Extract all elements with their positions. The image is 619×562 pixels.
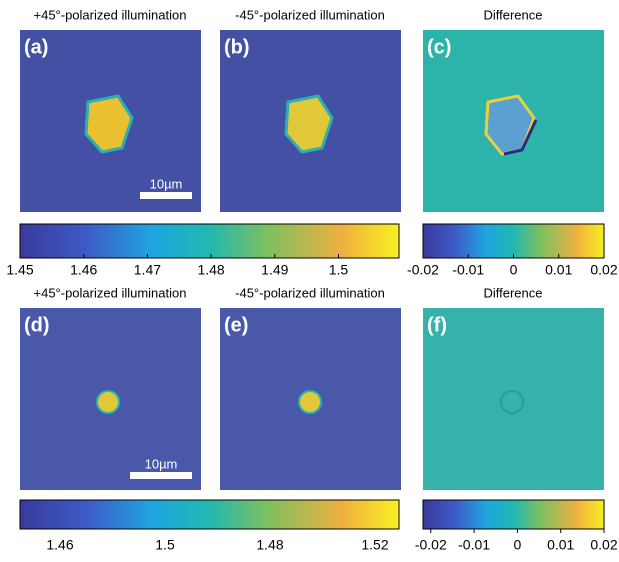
tick-label: 1.46 — [70, 262, 97, 278]
tick-label: 0 — [510, 262, 518, 278]
panel-label: (a) — [24, 36, 48, 58]
tick-label: 0.02 — [590, 537, 617, 553]
tick-label: 0.02 — [590, 262, 617, 278]
panel-title: +45°-polarized illumination — [34, 7, 187, 22]
tick-label: -0.01 — [458, 537, 490, 553]
tick-label: 0.01 — [547, 537, 574, 553]
scale-bar-label: 10µm — [145, 456, 178, 471]
tick-label: 1.47 — [134, 262, 161, 278]
tick-label: 1.5 — [155, 537, 175, 553]
panel-label: (d) — [24, 314, 50, 336]
panel-title: Difference — [483, 285, 542, 300]
tick-label: 0 — [513, 537, 521, 553]
panel-label: (c) — [427, 36, 451, 58]
tick-label: -0.02 — [415, 537, 447, 553]
tick-label: 1.48 — [197, 262, 224, 278]
tick-label: 1.5 — [329, 262, 349, 278]
tick-label: 1.48 — [256, 537, 283, 553]
tick-label: 1.45 — [6, 262, 33, 278]
panel-label: (b) — [224, 36, 250, 58]
panel-title: +45°-polarized illumination — [34, 285, 187, 300]
panel-title: -45°-polarized illumination — [235, 7, 385, 22]
panel-label: (f) — [427, 314, 447, 336]
tick-label: -0.02 — [407, 262, 439, 278]
tick-label: 1.52 — [361, 537, 388, 553]
images — [19, 30, 605, 530]
tick-label: -0.01 — [452, 262, 484, 278]
panel-title: Difference — [483, 7, 542, 22]
panel-title: -45°-polarized illumination — [235, 285, 385, 300]
scale-bar-label: 10µm — [150, 176, 183, 191]
tick-label: 1.46 — [46, 537, 73, 553]
tick-label: 0.01 — [545, 262, 572, 278]
panel-label: (e) — [224, 314, 248, 336]
tick-label: 1.49 — [261, 262, 288, 278]
